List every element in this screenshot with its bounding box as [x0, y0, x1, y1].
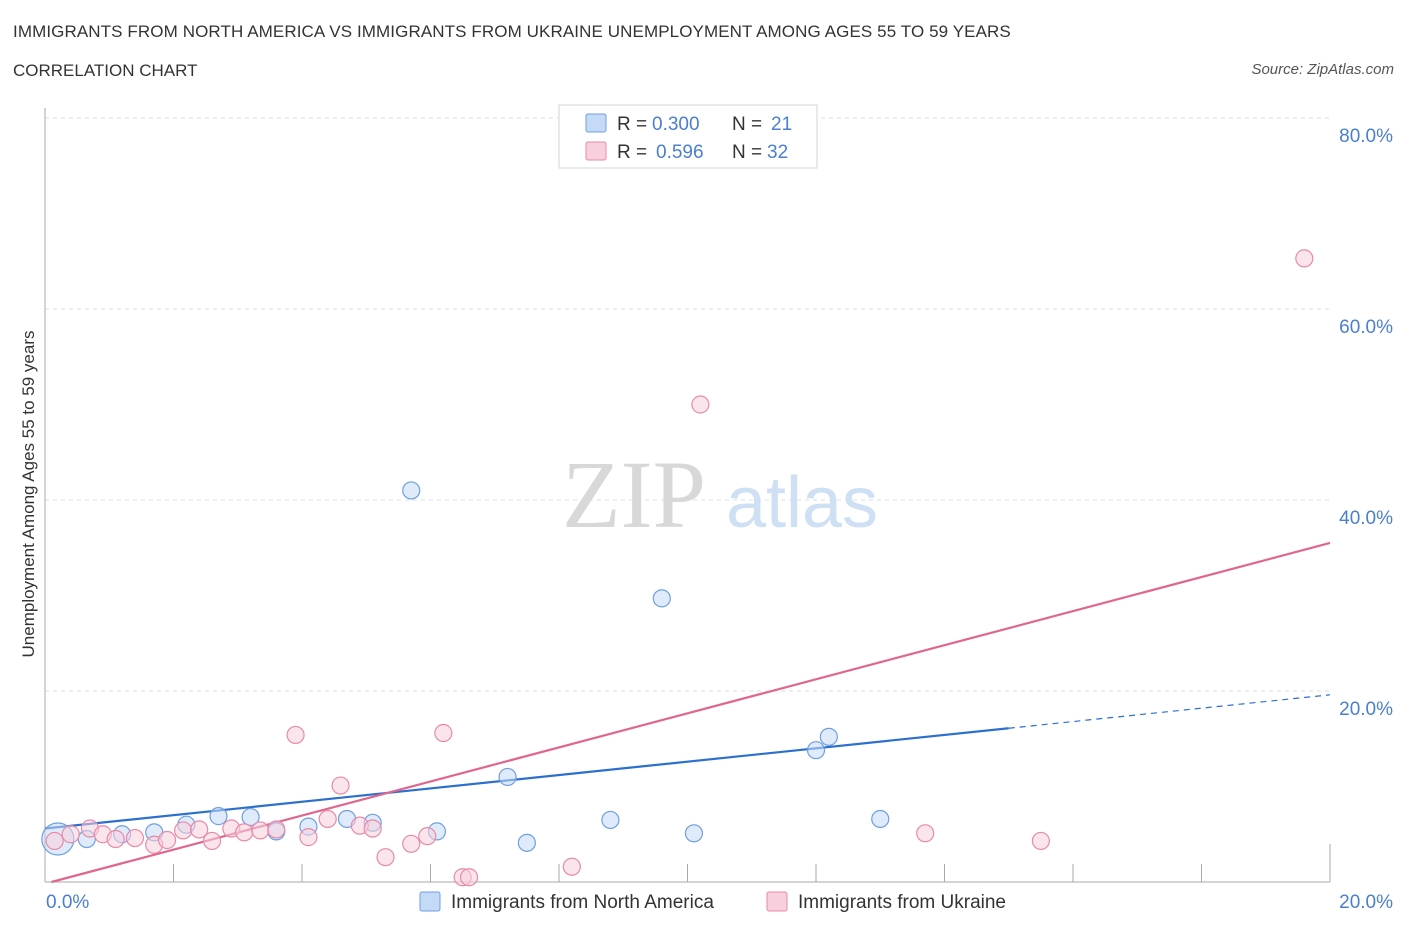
- data-point-north-america: [241, 807, 260, 827]
- source-label: Source: ZipAtlas.com: [1251, 61, 1394, 78]
- stats-legend-swatch-north-america: [585, 113, 607, 133]
- data-point-ukraine: [286, 725, 305, 745]
- stats-legend-n-label: N =: [732, 114, 762, 135]
- stats-legend-r-value: 0.596: [656, 142, 704, 163]
- watermark: ZIP atlas: [562, 441, 878, 548]
- data-point-ukraine: [174, 821, 193, 840]
- data-point-north-america: [601, 810, 620, 830]
- series-legend-swatch-ukraine: [766, 891, 788, 912]
- y-tick-label: 60.0%: [1339, 317, 1393, 338]
- data-point-ukraine: [299, 828, 318, 847]
- data-point-ukraine: [125, 828, 145, 848]
- data-point-ukraine: [106, 829, 125, 849]
- data-point-ukraine: [202, 831, 222, 851]
- data-point-north-america: [806, 741, 826, 760]
- series-legend-label-north-america: Immigrants from North America: [451, 892, 714, 913]
- stats-legend-n-label: N =: [732, 142, 762, 163]
- data-point-north-america: [684, 824, 704, 843]
- data-point-ukraine: [376, 848, 395, 867]
- y-axis-label: Unemployment Among Ages 55 to 59 years: [19, 331, 38, 658]
- data-point-ukraine: [235, 823, 254, 842]
- trend-line-north-america: [44, 727, 1009, 830]
- data-point-north-america: [517, 833, 536, 852]
- data-point-ukraine: [157, 830, 177, 850]
- chart-subtitle: CORRELATION CHART: [13, 61, 198, 80]
- data-point-north-america: [652, 589, 671, 608]
- stats-legend: R = 0.300 N = 21 R = 0.596 N = 32: [558, 104, 818, 169]
- stats-legend-r-label: R =: [617, 142, 647, 163]
- data-point-ukraine: [691, 395, 710, 414]
- data-point-ukraine: [251, 821, 270, 840]
- data-point-north-america: [871, 809, 890, 829]
- grid-lines: [45, 117, 1330, 692]
- axes: [44, 108, 1331, 883]
- watermark-atlas: atlas: [726, 463, 878, 543]
- data-point-ukraine: [318, 809, 337, 829]
- data-points: [41, 249, 1314, 887]
- data-point-north-america: [498, 767, 517, 787]
- watermark-zip: ZIP: [562, 441, 706, 548]
- x-tick-label: 0.0%: [46, 892, 89, 913]
- chart-title: IMMIGRANTS FROM NORTH AMERICA VS IMMIGRA…: [13, 22, 1011, 41]
- data-point-north-america: [402, 481, 421, 500]
- y-tick-label: 40.0%: [1339, 508, 1393, 529]
- stats-legend-swatch-ukraine: [585, 141, 607, 161]
- stats-legend-r-label: R =: [617, 114, 647, 135]
- data-point-ukraine: [1031, 831, 1050, 851]
- data-point-ukraine: [916, 824, 935, 843]
- tick-labels: 20.0% 40.0% 60.0% 80.0% 0.0% 20.0%: [46, 126, 1393, 913]
- data-point-ukraine: [190, 820, 209, 839]
- data-point-ukraine: [434, 723, 453, 743]
- data-point-north-america: [819, 727, 838, 746]
- data-point-ukraine: [45, 831, 64, 851]
- y-tick-label: 20.0%: [1339, 699, 1393, 720]
- data-point-ukraine: [418, 827, 437, 846]
- data-point-ukraine: [562, 857, 581, 876]
- data-point-ukraine: [61, 825, 80, 844]
- data-point-ukraine: [267, 820, 286, 839]
- series-legend-label-ukraine: Immigrants from Ukraine: [798, 892, 1006, 913]
- data-point-ukraine: [331, 776, 350, 795]
- series-legend-swatch-north-america: [419, 891, 441, 912]
- stats-legend-r-value: 0.300: [652, 114, 700, 135]
- data-point-ukraine: [1295, 249, 1314, 268]
- data-point-ukraine: [459, 868, 479, 887]
- series-legend: Immigrants from North America Immigrants…: [419, 891, 1006, 913]
- data-point-ukraine: [363, 819, 382, 838]
- data-point-north-america: [209, 807, 228, 826]
- y-tick-label: 80.0%: [1339, 126, 1393, 147]
- trend-line-extension-north-america: [1008, 694, 1331, 729]
- data-point-ukraine: [402, 834, 421, 853]
- stats-legend-n-value: 32: [767, 142, 788, 163]
- x-tick-label: 20.0%: [1339, 892, 1393, 913]
- stats-legend-n-value: 21: [771, 114, 792, 135]
